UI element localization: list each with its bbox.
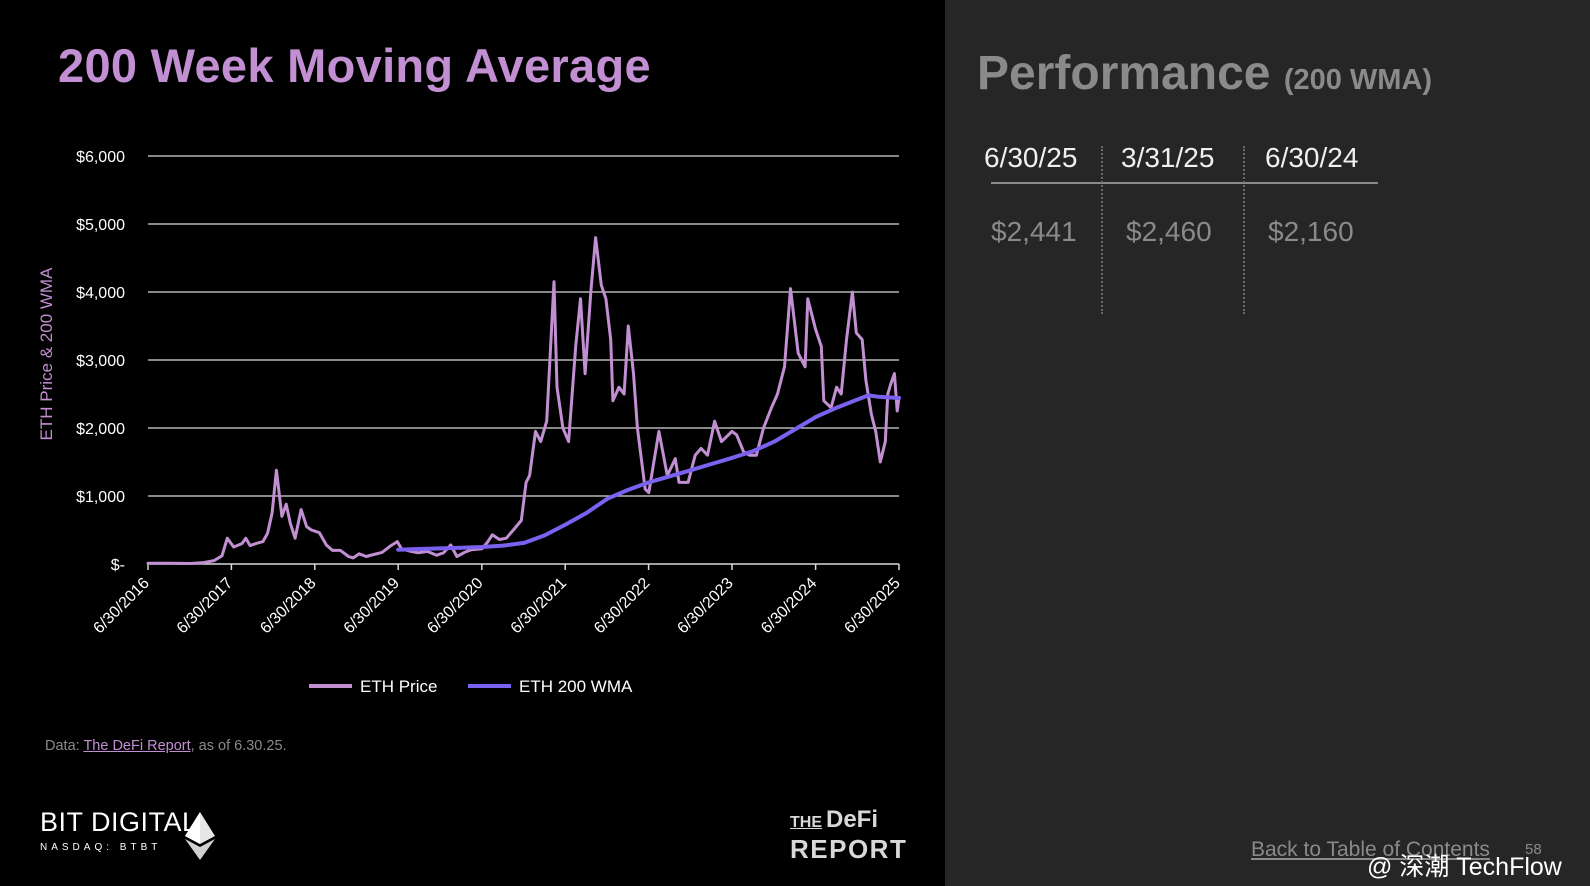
perf-date-1: 6/30/25 bbox=[984, 142, 1078, 173]
legend-label-eth-price: ETH Price bbox=[360, 677, 437, 696]
x-tick-label: 6/30/2023 bbox=[674, 575, 736, 637]
perf-value-1: $2,441 bbox=[991, 216, 1077, 247]
perf-value-2: $2,460 bbox=[1126, 216, 1212, 247]
y-tick-label: $3,000 bbox=[76, 353, 125, 370]
bit-digital-logo: BIT DIGITAL NASDAQ: BTBT bbox=[40, 808, 198, 853]
page-number: 58 bbox=[1525, 841, 1542, 858]
ethereum-icon bbox=[185, 812, 215, 860]
series bbox=[146, 236, 901, 565]
y-axis-label: ETH Price & 200 WMA bbox=[37, 267, 56, 441]
x-tick-label: 6/30/2020 bbox=[424, 575, 486, 637]
perf-column-divider bbox=[1101, 146, 1103, 314]
x-tick-label: 6/30/2021 bbox=[508, 575, 570, 637]
legend: ETH Price ETH 200 WMA bbox=[309, 677, 633, 696]
line-chart: $- $1,000 $2,000 $3,000 $4,000 $5,000 $6,000 6… bbox=[37, 149, 904, 696]
y-tick-label: $2,000 bbox=[76, 421, 125, 438]
source-prefix: Data: bbox=[45, 738, 84, 754]
x-tick-label: 6/30/2022 bbox=[591, 575, 653, 637]
source-link[interactable]: The DeFi Report bbox=[83, 738, 191, 754]
slide-title: 200 Week Moving Average bbox=[58, 39, 651, 92]
y-tick-label: $5,000 bbox=[76, 217, 125, 234]
performance-title-sub: (200 WMA) bbox=[1283, 64, 1433, 96]
perf-header-rule bbox=[991, 182, 1378, 184]
bit-digital-ticker: NASDAQ: BTBT bbox=[40, 842, 162, 853]
x-tick-label: 6/30/2025 bbox=[841, 575, 903, 637]
the-defi-report-logo: THE DeFi REPORT bbox=[790, 806, 908, 864]
x-tick-label: 6/30/2019 bbox=[341, 575, 403, 637]
x-tick-label: 6/30/2017 bbox=[174, 575, 236, 637]
performance-title: Performance (200 WMA) bbox=[977, 46, 1432, 101]
eth-price-line bbox=[146, 236, 901, 565]
perf-column-divider bbox=[1243, 146, 1245, 314]
chart-panel bbox=[0, 0, 945, 886]
y-tick-label: $6,000 bbox=[76, 149, 125, 166]
techflow-watermark: @ 深潮 TechFlow bbox=[1367, 853, 1562, 881]
source-suffix: , as of 6.30.25. bbox=[190, 738, 287, 754]
legend-label-eth-200-wma: ETH 200 WMA bbox=[519, 677, 633, 696]
logo-defi: DeFi bbox=[826, 806, 879, 833]
eth-200-wma-line bbox=[396, 393, 901, 552]
back-to-contents-link[interactable]: Back to Table of Contents bbox=[1251, 838, 1490, 861]
perf-date-2: 3/31/25 bbox=[1121, 142, 1215, 173]
y-tick-label: $- bbox=[111, 557, 125, 574]
performance-panel bbox=[945, 0, 1590, 886]
y-tick-label: $4,000 bbox=[76, 285, 125, 302]
x-axis-tick-labels: 6/30/2016 6/30/2017 6/30/2018 6/30/2019 6/30… bbox=[90, 575, 903, 637]
logo-the: THE bbox=[790, 814, 822, 831]
perf-value-3: $2,160 bbox=[1268, 216, 1354, 247]
x-tick-label: 6/30/2024 bbox=[758, 575, 820, 637]
data-source-note: Data: The DeFi Report, as of 6.30.25. bbox=[45, 738, 287, 754]
y-axis-tick-labels: $- $1,000 $2,000 $3,000 $4,000 $5,000 $6,000 bbox=[76, 149, 125, 574]
bit-digital-name: BIT DIGITAL bbox=[40, 807, 198, 837]
perf-date-3: 6/30/24 bbox=[1265, 142, 1359, 173]
logo-report: REPORT bbox=[790, 834, 908, 864]
x-axis bbox=[147, 563, 900, 570]
x-tick-label: 6/30/2018 bbox=[257, 575, 319, 637]
y-tick-label: $1,000 bbox=[76, 489, 125, 506]
performance-title-main: Performance bbox=[977, 47, 1271, 100]
x-tick-label: 6/30/2016 bbox=[90, 575, 152, 637]
